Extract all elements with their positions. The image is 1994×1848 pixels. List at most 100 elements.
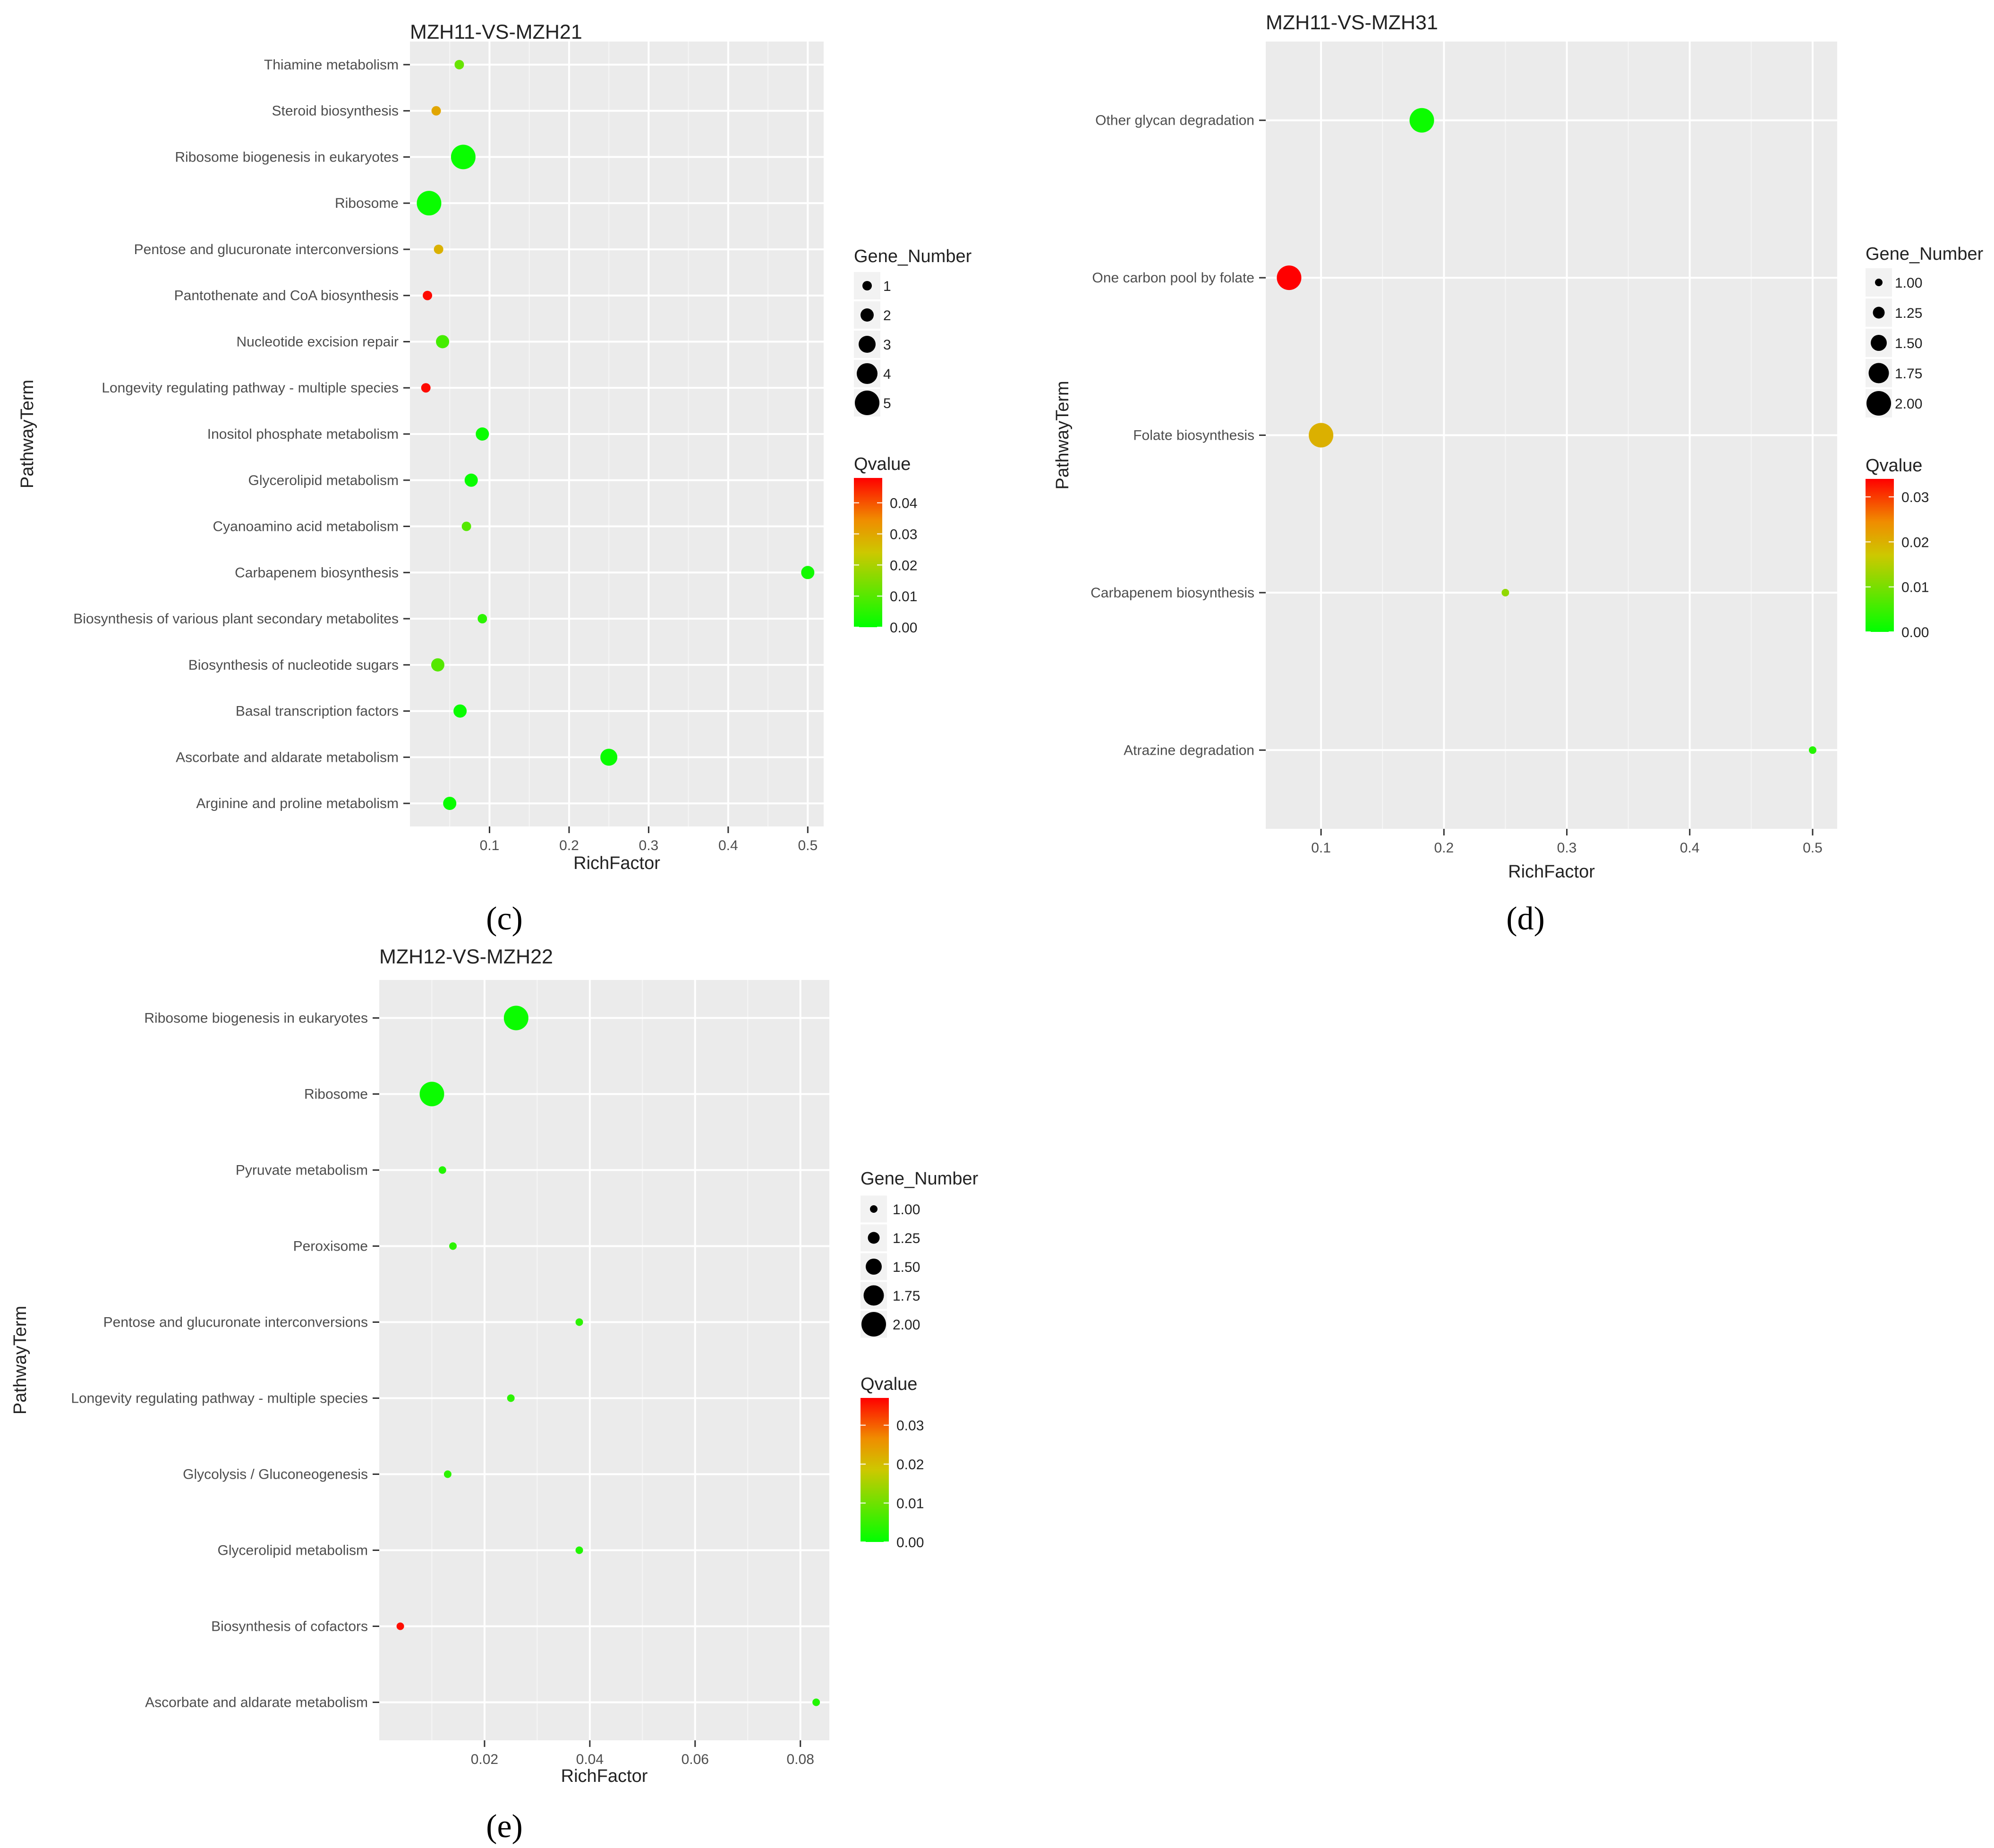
- data-point: [812, 1698, 820, 1706]
- size-legend-label: 1.50: [893, 1260, 920, 1275]
- qvalue-legend-label: 0.00: [896, 1535, 924, 1550]
- data-point: [1501, 588, 1509, 596]
- y-tick-label: Ribosome: [304, 1087, 368, 1102]
- x-tick-label: 0.2: [1434, 840, 1454, 856]
- data-point: [1409, 108, 1434, 133]
- size-legend-label: 1.50: [1895, 336, 1922, 351]
- size-legend-title: Gene_Number: [861, 1169, 979, 1189]
- x-tick-label: 0.3: [1557, 840, 1577, 856]
- data-point: [421, 383, 431, 393]
- qvalue-legend-label: 0.01: [1901, 580, 1929, 596]
- data-point: [461, 521, 471, 531]
- x-tick-label: 0.08: [787, 1752, 814, 1767]
- y-tick-label: Folate biosynthesis: [1133, 428, 1254, 443]
- qvalue-legend-label: 0.01: [896, 1496, 924, 1512]
- size-legend-dot: [857, 363, 878, 384]
- size-legend-label: 1.00: [893, 1202, 920, 1218]
- panel-label: (d): [1506, 901, 1545, 937]
- x-tick-label: 0.4: [1680, 840, 1700, 856]
- data-point: [575, 1546, 583, 1554]
- data-point: [453, 704, 467, 718]
- x-tick-label: 0.02: [471, 1752, 498, 1767]
- qvalue-legend-title: Qvalue: [1866, 456, 1922, 476]
- plot-background: [379, 980, 829, 1740]
- y-tick-label: Longevity regulating pathway - multiple …: [102, 380, 399, 396]
- size-legend-dot: [863, 1285, 884, 1306]
- data-point: [396, 1622, 404, 1630]
- size-legend-dot: [1866, 391, 1891, 416]
- y-tick-label: Pantothenate and CoA biosynthesis: [174, 288, 399, 304]
- y-tick-label: Glycerolipid metabolism: [218, 1543, 368, 1558]
- y-tick-label: Other glycan degradation: [1095, 113, 1254, 128]
- y-tick-label: Peroxisome: [293, 1239, 368, 1254]
- size-legend-dot: [868, 1232, 880, 1244]
- data-point: [1808, 746, 1816, 754]
- size-legend-dot: [1868, 363, 1889, 383]
- qvalue-colorbar: [861, 1398, 889, 1542]
- size-legend-dot: [1873, 307, 1885, 319]
- data-point: [436, 335, 450, 349]
- y-tick-label: One carbon pool by folate: [1092, 270, 1254, 286]
- data-point: [431, 658, 444, 672]
- y-tick-label: Thiamine metabolism: [264, 57, 399, 73]
- data-point: [434, 244, 443, 254]
- y-tick-label: Biosynthesis of cofactors: [211, 1619, 368, 1635]
- size-legend-dot: [1871, 335, 1887, 351]
- size-legend-dot: [866, 1259, 882, 1275]
- qvalue-colorbar: [854, 478, 882, 627]
- qvalue-legend-title: Qvalue: [861, 1374, 917, 1394]
- y-tick-label: Atrazine degradation: [1124, 742, 1254, 758]
- qvalue-legend-label: 0.02: [1901, 535, 1929, 550]
- panel-label: (c): [486, 901, 523, 937]
- size-legend-label: 1.00: [1895, 275, 1922, 291]
- chart-title: MZH12-VS-MZH22: [379, 945, 553, 968]
- x-tick-label: 0.1: [1311, 840, 1331, 856]
- y-tick-label: Glycerolipid metabolism: [248, 473, 399, 488]
- y-tick-label: Ascorbate and aldarate metabolism: [145, 1695, 368, 1711]
- size-legend-dot: [861, 1312, 886, 1337]
- panel-e: MZH12-VS-MZH22 Ribosome biogenesis in euk…: [10, 945, 979, 1845]
- y-tick-label: Ascorbate and aldarate metabolism: [176, 749, 399, 765]
- data-point: [476, 427, 489, 441]
- data-point: [600, 749, 618, 766]
- panel-d: MZH11-VS-MZH31 Other glycan degradation On…: [1053, 11, 1984, 937]
- size-legend-dot: [862, 281, 872, 290]
- data-point: [477, 614, 487, 624]
- data-point: [417, 191, 442, 216]
- size-legend-label: 1.25: [893, 1231, 920, 1246]
- y-axis-title: PathwayTerm: [10, 1306, 30, 1414]
- x-tick-label: 0.3: [639, 838, 659, 853]
- size-legend-title: Gene_Number: [1866, 244, 1984, 264]
- x-tick-label: 0.1: [480, 838, 500, 853]
- y-tick-label: Basal transcription factors: [236, 704, 399, 719]
- size-legend-label: 1: [883, 279, 891, 294]
- y-tick-label: Glycolysis / Gluconeogenesis: [183, 1467, 368, 1482]
- y-tick-label: Carbapenem biosynthesis: [1091, 585, 1254, 601]
- y-tick-label: Pentose and glucuronate interconversions: [103, 1315, 368, 1330]
- y-tick-label: Cyanoamino acid metabolism: [213, 519, 399, 535]
- panel-c: MZH11-VS-MZH21 Thiamine metabolism Steroid…: [17, 21, 972, 937]
- x-tick-label: 0.06: [682, 1752, 709, 1767]
- size-legend-label: 5: [883, 396, 891, 411]
- qvalue-colorbar: [1866, 479, 1894, 632]
- data-point: [449, 1242, 457, 1250]
- y-tick-label: Inositol phosphate metabolism: [207, 426, 399, 442]
- qvalue-legend-label: 0.03: [896, 1418, 924, 1434]
- chart-title: MZH11-VS-MZH31: [1266, 11, 1438, 34]
- size-legend-dot: [861, 308, 874, 322]
- data-point: [454, 60, 464, 69]
- panel-label: (e): [486, 1808, 523, 1845]
- size-legend-label: 2.00: [893, 1317, 920, 1333]
- size-legend-label: 3: [883, 337, 891, 353]
- y-tick-label: Ribosome: [335, 196, 399, 211]
- data-point: [443, 797, 457, 810]
- y-tick-label: Pentose and glucuronate interconversions: [134, 242, 399, 257]
- size-legend-dot: [1875, 279, 1883, 286]
- size-legend-label: 1.75: [1895, 366, 1922, 382]
- data-point: [438, 1166, 446, 1174]
- qvalue-legend-label: 0.03: [890, 527, 917, 543]
- size-legend-label: 2.00: [1895, 396, 1922, 412]
- data-point: [423, 290, 433, 300]
- y-tick-label: Ribosome biogenesis in eukaryotes: [175, 149, 399, 165]
